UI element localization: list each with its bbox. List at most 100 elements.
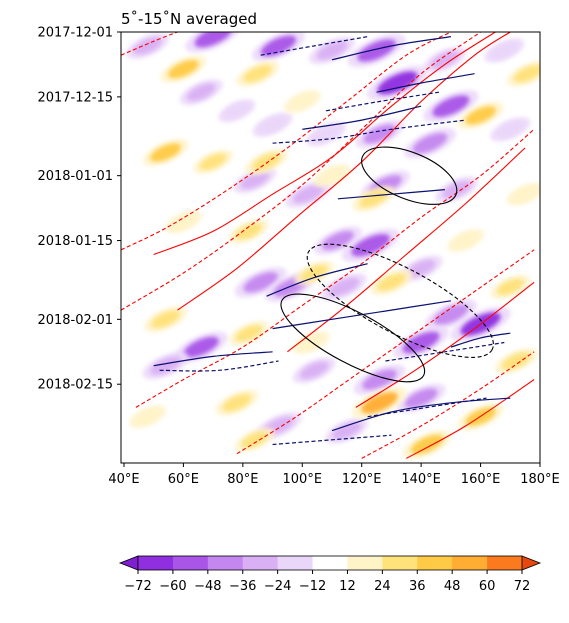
shading-patch: [424, 299, 477, 330]
shading-patch: [292, 357, 336, 384]
colorbar-tick-label: −60: [159, 579, 186, 594]
shading-patch: [144, 306, 188, 333]
shading-patch: [309, 36, 355, 65]
colorbar-tick-label: −48: [194, 579, 221, 594]
colorbar-tick-label: 60: [479, 579, 496, 594]
shading-patch: [218, 99, 256, 123]
y-tick-label: 2017-12-01: [37, 26, 113, 41]
shading-patch: [215, 389, 259, 416]
shading-patch: [160, 55, 207, 83]
shading-patch: [142, 138, 189, 167]
contour-navy-dashed: [272, 434, 392, 446]
shading-patch: [174, 331, 228, 363]
shading-patch: [285, 180, 332, 208]
y-tick-label: 2018-02-15: [37, 378, 113, 393]
shading-patch: [404, 127, 456, 159]
colorbar-bin: [277, 556, 313, 570]
colorbar-bin: [382, 556, 418, 570]
shading-patch: [129, 405, 167, 429]
shading-patch: [234, 427, 275, 452]
y-tick-label: 2018-01-15: [37, 234, 113, 249]
colorbar-tick-label: 36: [409, 579, 426, 594]
colorbar-over-arrow: [521, 555, 542, 571]
colorbar-bin: [138, 556, 174, 570]
contour-navy-solid: [331, 397, 511, 432]
x-tick-label: 60°E: [168, 472, 199, 487]
shading-patch: [396, 383, 446, 413]
shading-patch: [313, 164, 351, 188]
shading-patch: [252, 32, 305, 62]
contour-red-solid: [355, 281, 535, 408]
colorbar-bin: [347, 556, 383, 570]
shading-patch: [367, 65, 428, 101]
contour-red-solid: [406, 379, 535, 459]
colorbar-bin: [242, 556, 278, 570]
shading-patch: [490, 117, 531, 142]
colorbar-tick-label: −36: [229, 579, 256, 594]
y-tick-label: 2017-12-15: [37, 90, 113, 105]
colorbar-tick-label: 12: [339, 579, 356, 594]
shading-patch: [393, 326, 449, 359]
colorbar-tick-label: 72: [514, 579, 531, 594]
shading-patch: [447, 229, 485, 252]
shading-patch: [305, 121, 347, 147]
colorbar-bin: [487, 556, 523, 570]
shading-patch: [179, 79, 223, 106]
shading-patch: [484, 38, 525, 63]
shading-patch: [228, 321, 269, 346]
contour-navy-solid: [302, 105, 422, 130]
colorbar-bin: [417, 556, 453, 570]
chart-title: 5˚-15˚N averaged: [121, 10, 257, 28]
colorbar-tick-label: −24: [264, 579, 291, 594]
contour-navy-dashed: [367, 397, 487, 418]
y-axis: 2017-12-01 2017-12-15 2018-01-01 2018-01-15…: [37, 26, 121, 393]
shading-patch: [423, 46, 467, 73]
contour-navy-dashed: [159, 360, 279, 372]
colorbar: −72 −60 −48 −36 −24 −12 12 24 36 48 60 72: [118, 555, 542, 594]
contour-navy-solid: [272, 300, 451, 330]
y-tick-label: 2018-01-01: [37, 169, 113, 184]
shading-patch: [234, 267, 287, 298]
colorbar-under-arrow: [118, 555, 139, 571]
colorbar-tick-label: −12: [299, 579, 326, 594]
contour-navy-solid: [153, 351, 273, 367]
contour-navy-dashed: [272, 119, 466, 144]
colorbar-tick-label: −72: [124, 579, 151, 594]
ellipse-dashed: [306, 243, 494, 358]
contour-red-dashed: [121, 32, 178, 56]
shading-patch: [355, 119, 404, 149]
ellipse-solid: [361, 146, 458, 205]
x-tick-label: 80°E: [227, 472, 258, 487]
contour-navy-dashed: [385, 341, 505, 362]
contour-red-dashed: [121, 32, 481, 311]
x-tick-label: 100°E: [283, 472, 323, 487]
plot-frame: [120, 31, 541, 464]
colorbar-bin: [312, 556, 348, 570]
contour-navy-solid: [376, 73, 475, 93]
shading-patch: [457, 101, 504, 130]
shading-patch: [490, 274, 531, 300]
shading-patch: [369, 269, 413, 296]
shading-patch: [352, 185, 396, 212]
shading-patch: [164, 210, 202, 234]
shading-patch: [228, 219, 269, 244]
contour-navy-solid: [331, 36, 451, 61]
contour-red-dashed: [361, 351, 535, 459]
contour-red-dashed: [135, 128, 535, 408]
shading-patch: [142, 351, 189, 380]
contour-navy-dashed: [260, 36, 368, 56]
shading-patch: [236, 60, 280, 87]
colorbar-bin: [452, 556, 488, 570]
contour-layer: [121, 32, 535, 459]
x-axis: 40°E 60°E 80°E 100°E 120°E 140°E 160°E 180°E: [108, 463, 560, 487]
colorbar-bin: [207, 556, 244, 570]
shading-patch: [402, 430, 452, 459]
shading-patch: [252, 112, 293, 137]
ellipse-solid: [280, 293, 426, 383]
contour-navy-dashed: [325, 91, 440, 112]
x-tick-label: 160°E: [461, 472, 501, 487]
shading-patch: [494, 348, 538, 374]
x-tick-label: 40°E: [108, 472, 139, 487]
ellipse-layer: [280, 146, 494, 383]
